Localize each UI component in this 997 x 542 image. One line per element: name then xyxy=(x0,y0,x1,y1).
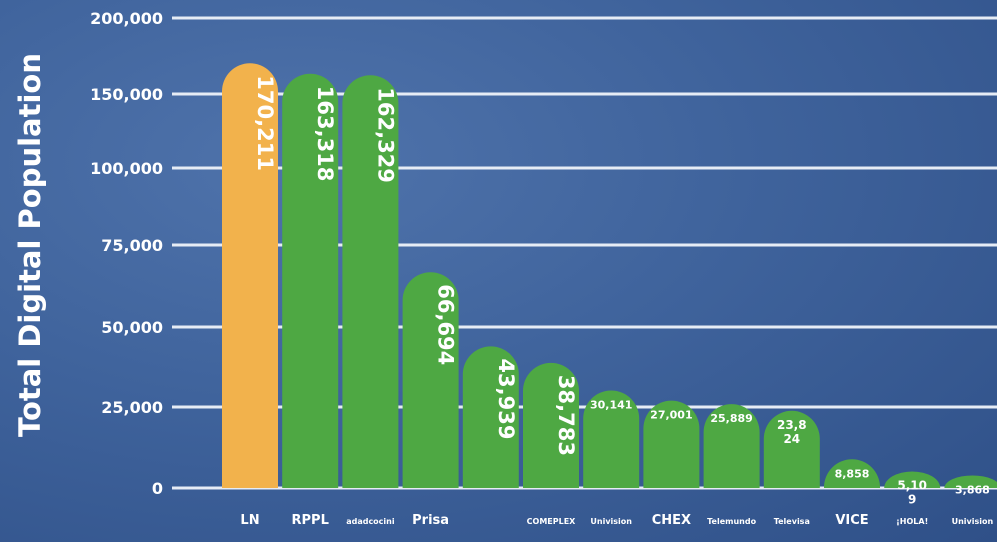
bar-value-label: 30,141 xyxy=(590,399,632,412)
y-axis-label: Total Digital Population xyxy=(13,53,47,437)
category-logo: ¡HOLA! xyxy=(896,517,928,526)
bar xyxy=(222,63,278,488)
bar xyxy=(643,400,700,488)
category-logo: CHEX xyxy=(652,513,691,528)
category-logo: adadcocini xyxy=(346,517,395,526)
bar-value-label: 170,211 xyxy=(253,75,277,171)
category-logo: LN xyxy=(240,513,259,528)
bar-value-label: 27,001 xyxy=(650,409,692,422)
bar-value-label: 66,694 xyxy=(434,284,458,365)
bar xyxy=(703,404,760,488)
bar xyxy=(342,75,399,488)
bar xyxy=(763,410,820,488)
bar-value-label: 23,8 24 xyxy=(777,418,807,446)
bars xyxy=(222,63,997,488)
x-category-logos: LN RPPL adadcocini Prisa COMEPLEX Univision CH… xyxy=(240,513,993,528)
bar xyxy=(583,390,640,488)
category-logo: RPPL xyxy=(292,513,329,528)
y-tick-label: 100,000 xyxy=(90,159,163,178)
bar-value-label: 5,10 9 xyxy=(897,478,927,506)
bar xyxy=(462,346,519,488)
bar-value-label: 162,329 xyxy=(373,87,397,183)
bar xyxy=(884,471,941,488)
category-logo: Telemundo xyxy=(707,517,756,526)
bar xyxy=(523,362,579,488)
y-tick-label: 0 xyxy=(152,479,163,498)
category-logo: Univision xyxy=(590,517,632,526)
y-tick-label: 25,000 xyxy=(101,398,163,417)
bar-value-label: 38,783 xyxy=(554,375,578,456)
bar-value-label: 8,858 xyxy=(835,467,870,480)
category-logo: VICE xyxy=(835,513,868,528)
bar-value-label: 43,939 xyxy=(494,358,518,439)
category-logo: Prisa xyxy=(412,513,449,528)
y-tick-label: 150,000 xyxy=(90,85,163,104)
category-logo: Univision xyxy=(952,517,994,526)
bar-value-label: 3,868 xyxy=(955,483,990,496)
category-logo: Televisa xyxy=(774,517,810,526)
y-tick-label: 50,000 xyxy=(101,318,163,337)
bar xyxy=(282,73,339,488)
bar xyxy=(402,272,459,488)
y-tick-labels: 0 25,000 50,000 75,000 100,000 150,000 200,000 xyxy=(90,9,163,498)
bar xyxy=(824,459,880,488)
category-logo: COMEPLEX xyxy=(527,517,577,526)
bar-value-label: 25,889 xyxy=(710,412,752,425)
bar-value-labels: 170,211 163,318 162,329 66,694 43,939 38,783 3… xyxy=(253,75,990,506)
bar-value-label: 163,318 xyxy=(313,86,337,182)
bar xyxy=(944,475,997,488)
y-tick-label: 75,000 xyxy=(101,236,163,255)
y-tick-label: 200,000 xyxy=(90,9,163,28)
